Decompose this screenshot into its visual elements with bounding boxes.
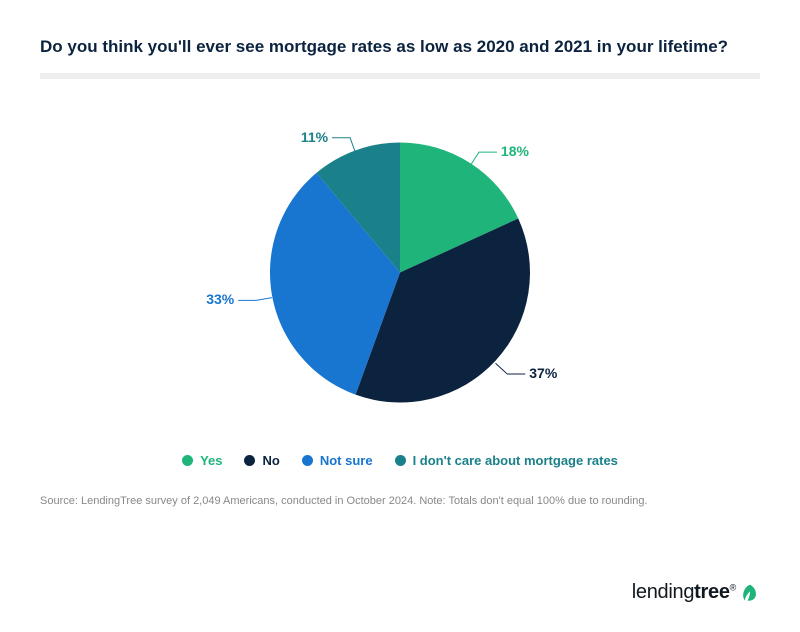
legend-item: I don't care about mortgage rates	[395, 453, 618, 468]
legend-label: I don't care about mortgage rates	[413, 453, 618, 468]
title-divider	[40, 73, 760, 79]
chart-legend: Yes No Not sure I don't care about mortgage…	[40, 453, 760, 468]
legend-item: Not sure	[302, 453, 373, 468]
pie-slice-label: 37%	[529, 365, 557, 381]
legend-swatch	[302, 455, 313, 466]
leaf-icon	[740, 583, 760, 603]
chart-source-note: Source: LendingTree survey of 2,049 Amer…	[40, 494, 760, 509]
logo-text: lendingtree®	[632, 581, 736, 604]
pie-chart-area: 18% 37% 33% 11%	[40, 105, 760, 445]
lendingtree-logo: lendingtree®	[632, 581, 760, 604]
legend-swatch	[395, 455, 406, 466]
legend-label: Not sure	[320, 453, 373, 468]
legend-swatch	[182, 455, 193, 466]
pie-slice-label: 33%	[206, 291, 234, 307]
legend-swatch	[244, 455, 255, 466]
legend-item: No	[244, 453, 279, 468]
pie-chart	[270, 142, 530, 407]
legend-label: No	[262, 453, 279, 468]
leader-line	[238, 298, 272, 301]
legend-item: Yes	[182, 453, 222, 468]
pie-slice-label: 11%	[301, 129, 328, 145]
legend-label: Yes	[200, 453, 222, 468]
pie-slice-label: 18%	[501, 143, 529, 159]
chart-title: Do you think you'll ever see mortgage ra…	[40, 36, 760, 59]
